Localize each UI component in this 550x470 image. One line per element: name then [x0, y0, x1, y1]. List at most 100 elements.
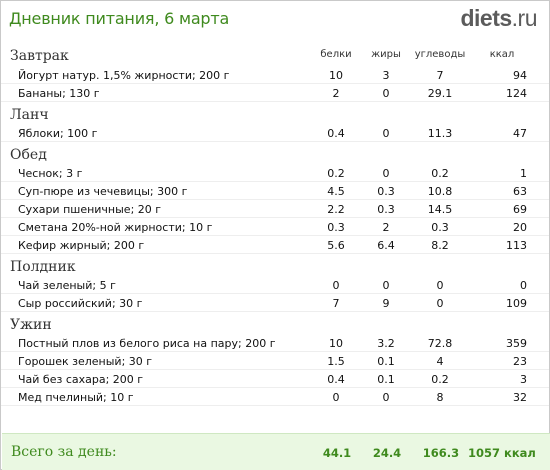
food-name: Чай зеленый; 5 г — [18, 279, 116, 292]
food-kcal: 113 — [506, 239, 527, 252]
meal-section-header: Завтрак белки жиры углеводы ккал — [1, 45, 549, 66]
meal-section-header: Ланч — [1, 102, 549, 124]
food-carbs: 0.3 — [431, 221, 449, 234]
food-name: Чай без сахара; 200 г — [18, 373, 144, 386]
food-fat: 2 — [382, 221, 390, 234]
meal-name: Полдник — [10, 259, 76, 275]
column-header-kcal: ккал — [489, 49, 515, 60]
food-protein: 7 — [332, 297, 340, 310]
food-row[interactable]: Кефир жирный; 200 г 5.6 6.4 8.2 113 — [1, 236, 549, 254]
food-row[interactable]: Йогурт натур. 1,5% жирности; 200 г 10 3 7 94 — [1, 66, 549, 84]
food-kcal: 124 — [506, 87, 527, 100]
food-kcal: 32 — [513, 391, 527, 404]
header: Дневник питания, 6 марта diets.ru — [1, 1, 549, 35]
food-fat: 3.2 — [377, 337, 395, 350]
food-row[interactable]: Чеснок; 3 г 0.2 0 0.2 1 — [1, 164, 549, 182]
food-protein: 5.6 — [327, 239, 345, 252]
food-carbs: 8 — [436, 391, 444, 404]
food-name: Сыр российский; 30 г — [18, 297, 143, 310]
food-kcal: 109 — [506, 297, 527, 310]
food-fat: 0 — [382, 279, 390, 292]
food-protein: 10 — [329, 337, 343, 350]
meal-section-header: Обед — [1, 142, 549, 164]
food-carbs: 29.1 — [427, 87, 453, 100]
column-header-protein: белки — [320, 49, 352, 60]
food-carbs: 0 — [436, 297, 444, 310]
food-name: Кефир жирный; 200 г — [18, 239, 145, 252]
food-name: Горошек зеленый; 30 г — [18, 355, 153, 368]
food-kcal: 359 — [506, 337, 527, 350]
food-row[interactable]: Бананы; 130 г 2 0 29.1 124 — [1, 84, 549, 102]
food-row[interactable]: Горошек зеленый; 30 г 1.5 0.1 4 23 — [1, 352, 549, 370]
food-name: Яблоки; 100 г — [18, 127, 98, 140]
meal-section-header: Ужин — [1, 312, 549, 334]
food-name: Мед пчелиный; 10 г — [18, 391, 134, 404]
food-row[interactable]: Постный плов из белого риса на пару; 200… — [1, 334, 549, 352]
food-carbs: 0.2 — [431, 167, 449, 180]
food-protein: 2.2 — [327, 203, 345, 216]
food-carbs: 7 — [436, 69, 444, 82]
food-protein: 0.2 — [327, 167, 345, 180]
food-carbs: 0.2 — [431, 373, 449, 386]
total-kcal: 1057 ккал — [468, 446, 536, 460]
food-protein: 0.4 — [327, 127, 345, 140]
food-kcal: 69 — [513, 203, 527, 216]
food-row[interactable]: Сыр российский; 30 г 7 9 0 109 — [1, 294, 549, 312]
food-row[interactable]: Мед пчелиный; 10 г 0 0 8 32 — [1, 388, 549, 406]
food-fat: 9 — [382, 297, 390, 310]
page-title: Дневник питания, 6 марта — [9, 9, 230, 28]
food-kcal: 94 — [513, 69, 527, 82]
food-fat: 3 — [382, 69, 390, 82]
food-carbs: 4 — [436, 355, 444, 368]
total-carbs: 166.3 — [422, 446, 460, 460]
food-row[interactable]: Суп-пюре из чечевицы; 300 г 4.5 0.3 10.8 63 — [1, 182, 549, 200]
food-row[interactable]: Чай зеленый; 5 г 0 0 0 0 — [1, 276, 549, 294]
food-protein: 0 — [332, 279, 340, 292]
food-carbs: 11.3 — [427, 127, 453, 140]
food-kcal: 63 — [513, 185, 527, 198]
food-fat: 0.1 — [377, 355, 395, 368]
food-fat: 0.1 — [377, 373, 395, 386]
food-protein: 0 — [332, 391, 340, 404]
food-carbs: 0 — [436, 279, 444, 292]
logo-tld: .ru — [511, 5, 538, 31]
site-logo[interactable]: diets.ru — [460, 5, 537, 32]
food-row[interactable]: Сухари пшеничные; 20 г 2.2 0.3 14.5 69 — [1, 200, 549, 218]
food-fat: 6.4 — [377, 239, 395, 252]
food-fat: 0.3 — [377, 203, 395, 216]
food-kcal: 47 — [513, 127, 527, 140]
food-kcal: 3 — [520, 373, 527, 386]
food-row[interactable]: Чай без сахара; 200 г 0.4 0.1 0.2 3 — [1, 370, 549, 388]
total-fat: 24.4 — [372, 446, 402, 460]
food-fat: 0 — [382, 127, 390, 140]
food-kcal: 20 — [513, 221, 527, 234]
food-name: Сухари пшеничные; 20 г — [18, 203, 162, 216]
food-protein: 2 — [332, 87, 340, 100]
food-carbs: 10.8 — [427, 185, 453, 198]
meal-name: Обед — [10, 147, 47, 163]
food-kcal: 23 — [513, 355, 527, 368]
meal-section-header: Полдник — [1, 254, 549, 276]
food-carbs: 72.8 — [427, 337, 453, 350]
meal-name: Завтрак — [10, 48, 69, 64]
food-protein: 4.5 — [327, 185, 345, 198]
food-name: Сметана 20%-ной жирности; 10 г — [18, 221, 213, 234]
food-kcal: 0 — [520, 279, 527, 292]
food-fat: 0.3 — [377, 185, 395, 198]
column-header-carbs: углеводы — [414, 49, 466, 60]
daily-total-bar: Всего за день: 44.1 24.4 166.3 1057 ккал — [2, 433, 550, 470]
food-name: Чеснок; 3 г — [18, 167, 83, 180]
food-fat: 0 — [382, 87, 390, 100]
food-fat: 0 — [382, 391, 390, 404]
food-row[interactable]: Яблоки; 100 г 0.4 0 11.3 47 — [1, 124, 549, 142]
food-fat: 0 — [382, 167, 390, 180]
total-protein: 44.1 — [322, 446, 352, 460]
food-protein: 0.3 — [327, 221, 345, 234]
meal-name: Ланч — [10, 107, 49, 123]
food-protein: 1.5 — [327, 355, 345, 368]
food-name: Бананы; 130 г — [18, 87, 100, 100]
food-protein: 0.4 — [327, 373, 345, 386]
food-row[interactable]: Сметана 20%-ной жирности; 10 г 0.3 2 0.3 20 — [1, 218, 549, 236]
food-carbs: 8.2 — [431, 239, 449, 252]
